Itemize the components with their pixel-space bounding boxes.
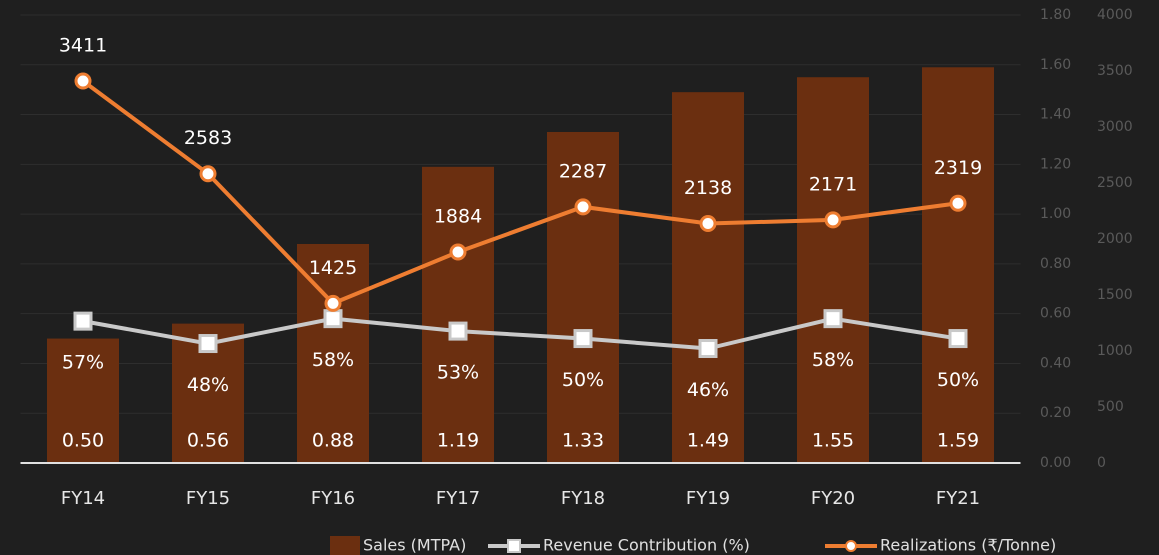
marker (74, 72, 92, 90)
y-tick-label: 1.20 (1040, 156, 1071, 172)
marker (573, 329, 593, 349)
data-label: 48% (187, 374, 229, 396)
marker (449, 243, 467, 261)
bar-value-label: 1.19 (437, 430, 479, 452)
x-tick-label: FY16 (311, 488, 355, 509)
legend-swatch (330, 536, 360, 555)
x-tick-label: FY21 (936, 488, 980, 509)
data-label: 1884 (434, 205, 482, 227)
bar-value-label: 1.55 (812, 430, 854, 452)
data-label: 2287 (559, 160, 607, 182)
marker (448, 321, 468, 341)
data-label: 58% (812, 349, 854, 371)
y-tick-label: 1.80 (1040, 7, 1071, 23)
y-tick-label: 1.00 (1040, 206, 1071, 222)
bar-value-label: 1.59 (937, 430, 979, 452)
y2-tick-label: 1000 (1097, 343, 1133, 359)
bar (672, 92, 744, 464)
x-tick-label: FY20 (811, 488, 855, 509)
data-label: 57% (62, 352, 104, 374)
bar-value-label: 0.50 (62, 430, 104, 452)
y2-tick-label: 500 (1097, 399, 1124, 415)
bar-value-label: 1.33 (562, 430, 604, 452)
marker (698, 339, 718, 359)
marker (199, 165, 217, 183)
bar (797, 77, 869, 463)
y2-tick-label: 2500 (1097, 175, 1133, 191)
data-label: 2138 (684, 177, 732, 199)
data-label: 53% (437, 362, 479, 384)
data-label: 50% (562, 369, 604, 391)
bar-value-label: 0.88 (312, 430, 354, 452)
y-tick-label: 0.20 (1040, 405, 1071, 421)
x-tick-label: FY18 (561, 488, 605, 509)
data-label: 3411 (59, 34, 107, 56)
data-label: 2171 (809, 173, 857, 195)
data-label: 50% (937, 369, 979, 391)
y-tick-label: 0.40 (1040, 355, 1071, 371)
data-label: 1425 (309, 257, 357, 279)
data-label: 2583 (184, 127, 232, 149)
data-label: 46% (687, 379, 729, 401)
line (81, 79, 959, 306)
y-tick-label: 1.40 (1040, 107, 1071, 123)
legend-label: Sales (MTPA) (363, 536, 466, 555)
legend-marker (845, 540, 857, 552)
legend-label: Revenue Contribution (%) (543, 536, 750, 555)
line (82, 316, 959, 351)
bar (47, 338, 119, 463)
marker (323, 309, 343, 329)
bar-value-label: 1.49 (687, 430, 729, 452)
bar-value-label: 0.56 (187, 430, 229, 452)
marker (823, 309, 843, 329)
y-tick-label: 0.80 (1040, 256, 1071, 272)
y-tick-label: 1.60 (1040, 57, 1071, 73)
bar (422, 166, 494, 464)
legend-label: Realizations (₹/Tonne) (880, 536, 1056, 555)
y2-tick-label: 1500 (1097, 287, 1133, 303)
data-label: 2319 (934, 157, 982, 179)
y2-tick-label: 4000 (1097, 7, 1133, 23)
data-label: 58% (312, 349, 354, 371)
marker (574, 198, 592, 216)
marker (73, 311, 93, 331)
y2-tick-label: 3000 (1097, 119, 1133, 135)
marks (47, 67, 994, 464)
marker (324, 294, 342, 312)
marker (948, 329, 968, 349)
y2-tick-label: 0 (1097, 455, 1106, 471)
y2-tick-label: 3500 (1097, 63, 1133, 79)
x-tick-label: FY19 (686, 488, 730, 509)
x-tick-label: FY15 (186, 488, 230, 509)
y2-tick-label: 2000 (1097, 231, 1133, 247)
labels: 0.50 0.56 0.88 1.19 1.33 1.49 1.55 1.59 57% 48% 58… (59, 34, 982, 451)
bar (922, 67, 994, 464)
legend-marker (507, 539, 521, 553)
y-tick-label: 0.00 (1040, 455, 1071, 471)
bar (547, 131, 619, 463)
x-tick-label: FY17 (436, 488, 480, 509)
marker (949, 194, 967, 212)
x-tick-label: FY14 (61, 488, 105, 509)
y-tick-label: 0.60 (1040, 306, 1071, 322)
marker (824, 211, 842, 229)
marker (699, 215, 717, 233)
marker (198, 334, 218, 354)
